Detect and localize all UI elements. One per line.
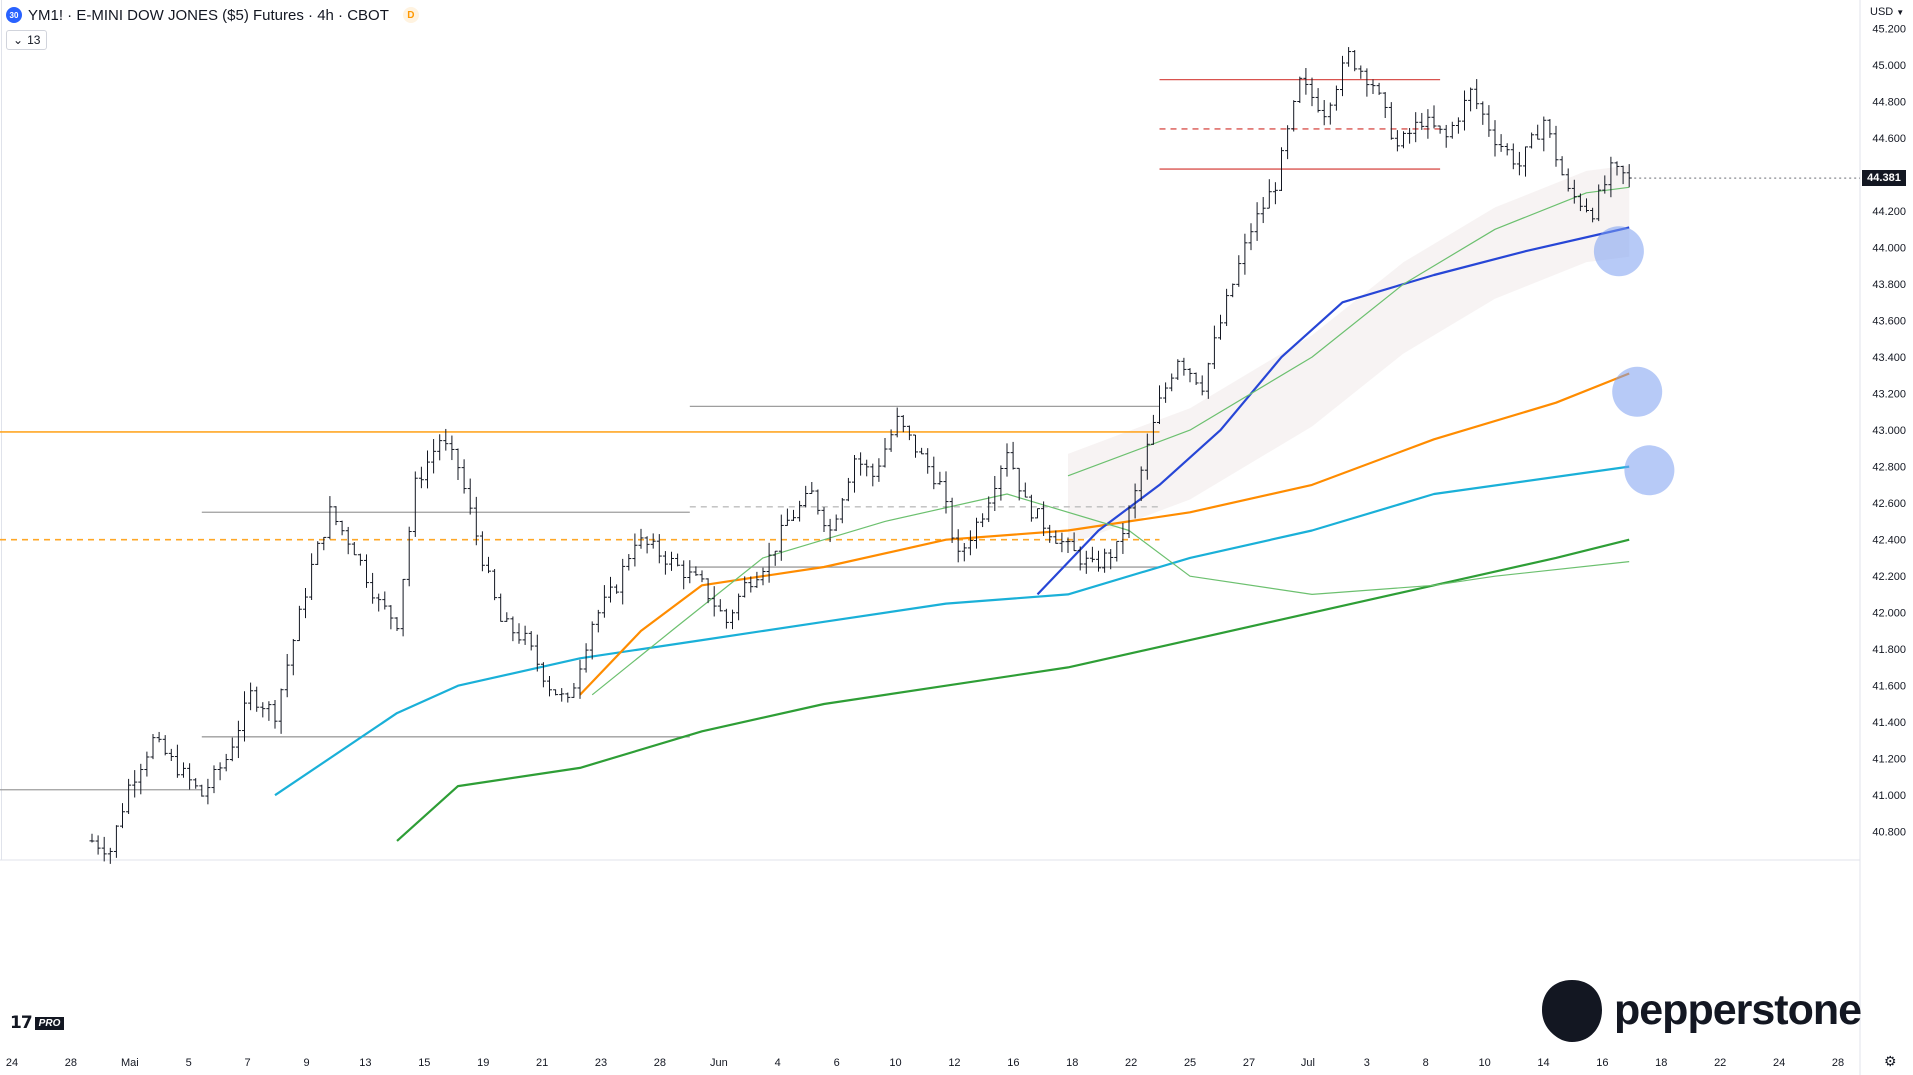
- y-tick-label: 41.800: [1872, 644, 1906, 656]
- x-tick-label: 10: [1478, 1057, 1490, 1069]
- x-tick-label: 7: [245, 1057, 251, 1069]
- highlight-marker: [1612, 366, 1663, 417]
- symbol-title: YM1! · E-MINI DOW JONES ($5) Futures · 4…: [28, 6, 389, 24]
- symbol-badge-icon: 30: [6, 7, 22, 23]
- x-tick-label: 8: [1423, 1057, 1429, 1069]
- tradingview-mark-icon: 17: [10, 1013, 33, 1033]
- x-tick-label: 24: [1773, 1057, 1785, 1069]
- x-tick-label: Jul: [1301, 1057, 1315, 1069]
- x-tick-label: 24: [6, 1057, 18, 1069]
- x-tick-label: Jun: [710, 1057, 728, 1069]
- x-tick-label: 4: [775, 1057, 781, 1069]
- y-tick-label: 41.200: [1872, 754, 1906, 766]
- moving-average-line: [579, 372, 1630, 696]
- tv-pro-badge: PRO: [34, 1016, 65, 1030]
- x-tick-label: 28: [65, 1057, 77, 1069]
- y-tick-label: 42.400: [1872, 535, 1906, 547]
- y-tick-label: 41.400: [1872, 717, 1906, 729]
- y-tick-label: 44.600: [1872, 133, 1906, 145]
- y-tick-label: 43.400: [1872, 352, 1906, 364]
- x-tick-label: 22: [1714, 1057, 1726, 1069]
- moving-average-line: [396, 538, 1630, 842]
- chevron-down-icon: ⌄: [13, 33, 24, 47]
- currency-selector[interactable]: USD ▼: [1870, 6, 1904, 18]
- tradingview-logo[interactable]: 17 PRO: [10, 1013, 65, 1033]
- indicator-collapse-button[interactable]: ⌄ 13: [6, 30, 48, 50]
- x-tick-label: 23: [595, 1057, 607, 1069]
- y-tick-label: 42.800: [1872, 462, 1906, 474]
- x-tick-label: 22: [1125, 1057, 1137, 1069]
- y-tick-label: 42.000: [1872, 608, 1906, 620]
- x-tick-label: 21: [536, 1057, 548, 1069]
- symbol-header[interactable]: 30 YM1! · E-MINI DOW JONES ($5) Futures …: [6, 4, 419, 26]
- y-tick-label: 40.800: [1872, 827, 1906, 839]
- y-tick-label: 44.200: [1872, 206, 1906, 218]
- y-tick-label: 41.000: [1872, 790, 1906, 802]
- highlight-marker: [1624, 445, 1675, 496]
- y-tick-label: 42.600: [1872, 498, 1906, 510]
- y-tick-label: 45.000: [1872, 60, 1906, 72]
- moving-average-line: [274, 465, 1630, 797]
- currency-label: USD: [1870, 6, 1894, 18]
- x-tick-label: Mai: [121, 1057, 139, 1069]
- y-tick-label: 41.600: [1872, 681, 1906, 693]
- x-tick-label: 27: [1243, 1057, 1255, 1069]
- x-tick-label: 19: [477, 1057, 489, 1069]
- y-tick-label: 43.600: [1872, 316, 1906, 328]
- settings-icon[interactable]: ⚙: [1884, 1053, 1897, 1069]
- x-tick-label: 16: [1596, 1057, 1608, 1069]
- x-tick-label: 6: [834, 1057, 840, 1069]
- y-tick-label: 45.200: [1872, 24, 1906, 36]
- pepperstone-logo: pepperstone: [1540, 975, 1862, 1045]
- x-tick-label: 3: [1364, 1057, 1370, 1069]
- x-tick-label: 14: [1537, 1057, 1549, 1069]
- y-tick-label: 42.200: [1872, 571, 1906, 583]
- chevron-down-icon: ▼: [1896, 7, 1905, 17]
- y-tick-label: 44.800: [1872, 97, 1906, 109]
- y-tick-label: 43.200: [1872, 389, 1906, 401]
- x-tick-label: 16: [1007, 1057, 1019, 1069]
- x-tick-label: 25: [1184, 1057, 1196, 1069]
- y-tick-label: 43.000: [1872, 425, 1906, 437]
- x-tick-label: 28: [1832, 1057, 1844, 1069]
- y-tick-label: 43.800: [1872, 279, 1906, 291]
- pepperstone-wordmark: pepperstone: [1614, 985, 1862, 1034]
- moving-average-line: [1036, 226, 1630, 596]
- highlight-marker: [1593, 226, 1644, 277]
- pepperstone-p-icon: [1542, 980, 1602, 1042]
- y-tick-label: 44.000: [1872, 243, 1906, 255]
- last-price-label: 44.381: [1862, 170, 1906, 187]
- data-badge-icon[interactable]: D: [402, 7, 419, 23]
- x-tick-label: 18: [1066, 1057, 1078, 1069]
- x-tick-label: 9: [303, 1057, 309, 1069]
- x-tick-label: 28: [654, 1057, 666, 1069]
- x-tick-label: 13: [359, 1057, 371, 1069]
- x-tick-label: 18: [1655, 1057, 1667, 1069]
- ma-cloud: [1068, 165, 1630, 546]
- x-tick-label: 12: [948, 1057, 960, 1069]
- x-tick-label: 15: [418, 1057, 430, 1069]
- left-border: [1, 0, 2, 860]
- x-tick-label: 10: [889, 1057, 901, 1069]
- moving-average-line: [1067, 186, 1630, 477]
- indicator-count: 13: [27, 33, 41, 47]
- x-tick-label: 5: [186, 1057, 192, 1069]
